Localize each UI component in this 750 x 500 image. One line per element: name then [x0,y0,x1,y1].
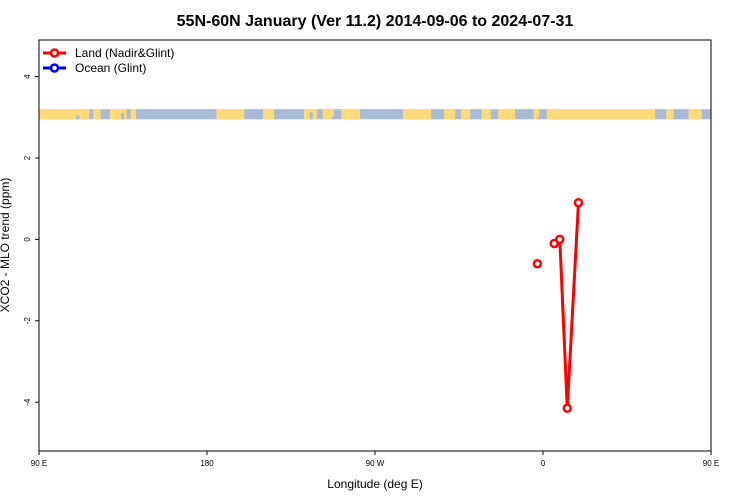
legend-swatch-marker [49,63,60,73]
map-land [216,109,245,120]
data-point [555,234,565,245]
map-land [460,109,471,120]
map-land [533,109,540,120]
map-ocean-inlet [309,112,313,120]
map-ocean-inlet [524,113,528,120]
map-land [666,109,674,120]
x-axis-label: Longitude (deg E) [327,477,422,491]
map-land [498,109,515,120]
y-axis-ticks: 4 2 0 -2 -4 [23,74,39,406]
plot-frame [38,39,712,452]
map-land [688,109,702,120]
map-land [546,109,655,120]
map-land [130,109,137,120]
data-point [562,403,573,414]
map-ocean-inlet [537,117,541,120]
x-tick-label: 90 E [703,459,719,468]
map-land [93,109,101,120]
legend-label: Ocean (Glint) [75,61,146,75]
map-land [403,109,431,120]
map-ocean-inlet [332,116,336,120]
map-land [322,109,334,120]
chart-title: 55N-60N January (Ver 11.2) 2014-09-06 to… [177,13,574,30]
map-land [444,109,456,120]
y-tick-label: -4 [23,398,32,406]
map-land [109,109,127,120]
y-axis-label: XCO2 - MLO trend (ppm) [0,178,12,313]
x-tick-label: 90 E [31,459,47,468]
map-strip [39,109,711,120]
series-line [553,202,580,410]
map-land [341,109,361,120]
map-land [263,109,275,120]
x-tick-label: 0 [541,459,546,468]
map-ocean-inlet [683,114,686,120]
legend-swatch-marker [49,48,60,58]
map-ocean-inlet [76,115,80,120]
map-land [39,109,90,120]
data-point [532,259,543,269]
legend: Land (Nadir&Glint)Ocean (Glint) [43,46,174,75]
x-tick-label: 180 [200,459,214,468]
map-land [481,109,491,120]
data-marks [532,198,584,414]
map-ocean-inlet [436,114,440,120]
y-tick-label: -2 [23,317,32,325]
legend-label: Land (Nadir&Glint) [75,46,174,60]
x-axis-ticks: 90 E 180 90 W 0 90 E [31,451,719,468]
map-ocean-inlet [255,114,259,120]
data-point [573,198,584,208]
map-ocean [39,109,711,120]
x-tick-label: 90 W [366,459,385,468]
y-tick-label: 2 [23,155,32,160]
map-ocean-inlet [121,113,125,120]
y-tick-label: 4 [23,74,32,79]
y-tick-label: 0 [23,237,32,242]
